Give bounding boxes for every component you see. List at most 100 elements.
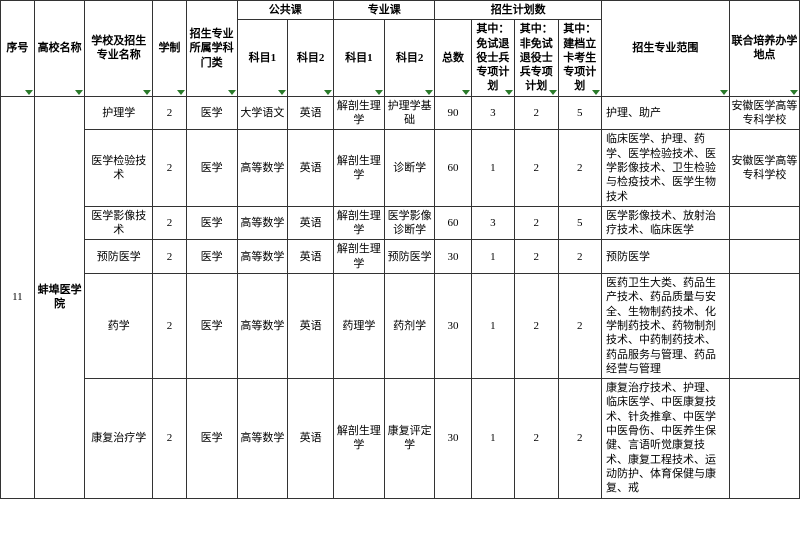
cell-joint [729, 274, 799, 379]
table-row: 11蚌埠医学院护理学2医学大学语文英语解剖生理学护理学基础90325护理、助产安… [1, 96, 800, 130]
table-header: 序号 高校名称 学校及招生专业名称 学制 招生专业 所属学科门类 公共课 专业课… [1, 1, 800, 97]
col-seq: 序号 [1, 1, 35, 97]
cell-p1: 解剖生理学 [334, 379, 385, 498]
cell-plan-c: 5 [558, 96, 601, 130]
col-pro-courses: 专业课 [334, 1, 435, 20]
cell-school: 蚌埠医学院 [34, 96, 85, 498]
cell-plan-a: 1 [471, 240, 514, 274]
cell-p2: 护理学基础 [384, 96, 435, 130]
cell-major: 预防医学 [85, 240, 153, 274]
filter-icon[interactable] [278, 90, 286, 95]
cell-total: 30 [435, 274, 471, 379]
cell-plan-c: 2 [558, 130, 601, 206]
cell-category: 医学 [186, 130, 237, 206]
cell-scope: 康复治疗技术、护理、临床医学、中医康复技术、针灸推拿、中医学中医骨伤、中医养生保… [601, 379, 729, 498]
col-joint: 联合培养办学地点 [729, 1, 799, 97]
cell-total: 30 [435, 240, 471, 274]
filter-icon[interactable] [592, 90, 600, 95]
cell-joint [729, 379, 799, 498]
cell-major: 医学影像技术 [85, 206, 153, 240]
table-row: 医学影像技术2医学高等数学英语解剖生理学医学影像诊断学60325医学影像技术、放… [1, 206, 800, 240]
cell-plan-b: 2 [515, 274, 558, 379]
cell-p1: 药理学 [334, 274, 385, 379]
col-g2: 科目2 [288, 20, 334, 96]
table-row: 预防医学2医学高等数学英语解剖生理学预防医学30122预防医学 [1, 240, 800, 274]
col-plan-group: 招生计划数 [435, 1, 602, 20]
cell-years: 2 [153, 130, 187, 206]
cell-plan-a: 3 [471, 96, 514, 130]
cell-category: 医学 [186, 379, 237, 498]
cell-total: 60 [435, 206, 471, 240]
cell-g2: 英语 [288, 379, 334, 498]
col-plan-b: 其中：非免试退役士兵专项计划 [515, 20, 558, 96]
cell-g2: 英语 [288, 240, 334, 274]
cell-total: 90 [435, 96, 471, 130]
cell-plan-c: 5 [558, 206, 601, 240]
cell-g1: 高等数学 [237, 130, 288, 206]
filter-icon[interactable] [75, 90, 83, 95]
table-body: 11蚌埠医学院护理学2医学大学语文英语解剖生理学护理学基础90325护理、助产安… [1, 96, 800, 498]
admissions-table: 序号 高校名称 学校及招生专业名称 学制 招生专业 所属学科门类 公共课 专业课… [0, 0, 800, 499]
col-p2: 科目2 [384, 20, 435, 96]
cell-p1: 解剖生理学 [334, 130, 385, 206]
col-scope: 招生专业范围 [601, 1, 729, 97]
cell-g1: 高等数学 [237, 206, 288, 240]
cell-major: 医学检验技术 [85, 130, 153, 206]
cell-p1: 解剖生理学 [334, 206, 385, 240]
cell-plan-a: 1 [471, 130, 514, 206]
cell-plan-b: 2 [515, 130, 558, 206]
cell-g2: 英语 [288, 96, 334, 130]
cell-g1: 大学语文 [237, 96, 288, 130]
cell-joint [729, 206, 799, 240]
filter-icon[interactable] [324, 90, 332, 95]
cell-scope: 预防医学 [601, 240, 729, 274]
table-row: 康复治疗学2医学高等数学英语解剖生理学康复评定学30122康复治疗技术、护理、临… [1, 379, 800, 498]
cell-p2: 药剂学 [384, 274, 435, 379]
cell-g2: 英语 [288, 130, 334, 206]
col-g1: 科目1 [237, 20, 288, 96]
cell-scope: 医学影像技术、放射治疗技术、临床医学 [601, 206, 729, 240]
cell-p1: 解剖生理学 [334, 240, 385, 274]
cell-joint: 安徽医学高等专科学校 [729, 96, 799, 130]
cell-years: 2 [153, 96, 187, 130]
cell-plan-a: 1 [471, 274, 514, 379]
filter-icon[interactable] [228, 90, 236, 95]
cell-plan-c: 2 [558, 274, 601, 379]
cell-joint [729, 240, 799, 274]
col-school: 高校名称 [34, 1, 85, 97]
cell-g2: 英语 [288, 274, 334, 379]
col-category: 招生专业 所属学科门类 [186, 1, 237, 97]
filter-icon[interactable] [549, 90, 557, 95]
cell-scope: 医药卫生大类、药品生产技术、药品质量与安全、生物制药技术、化学制药技术、药物制剂… [601, 274, 729, 379]
cell-plan-c: 2 [558, 240, 601, 274]
cell-category: 医学 [186, 96, 237, 130]
filter-icon[interactable] [375, 90, 383, 95]
cell-category: 医学 [186, 240, 237, 274]
filter-icon[interactable] [177, 90, 185, 95]
filter-icon[interactable] [143, 90, 151, 95]
filter-icon[interactable] [505, 90, 513, 95]
cell-years: 2 [153, 274, 187, 379]
cell-p2: 康复评定学 [384, 379, 435, 498]
col-major-name: 学校及招生专业名称 [85, 1, 153, 97]
cell-major: 康复治疗学 [85, 379, 153, 498]
filter-icon[interactable] [25, 90, 33, 95]
cell-scope: 护理、助产 [601, 96, 729, 130]
col-years: 学制 [153, 1, 187, 97]
cell-major: 护理学 [85, 96, 153, 130]
cell-plan-a: 3 [471, 206, 514, 240]
filter-icon[interactable] [790, 90, 798, 95]
cell-plan-b: 2 [515, 240, 558, 274]
filter-icon[interactable] [425, 90, 433, 95]
cell-category: 医学 [186, 274, 237, 379]
filter-icon[interactable] [462, 90, 470, 95]
cell-p2: 医学影像诊断学 [384, 206, 435, 240]
filter-icon[interactable] [720, 90, 728, 95]
cell-g1: 高等数学 [237, 240, 288, 274]
cell-total: 30 [435, 379, 471, 498]
cell-joint: 安徽医学高等专科学校 [729, 130, 799, 206]
cell-g2: 英语 [288, 206, 334, 240]
cell-years: 2 [153, 379, 187, 498]
cell-plan-b: 2 [515, 379, 558, 498]
cell-years: 2 [153, 206, 187, 240]
